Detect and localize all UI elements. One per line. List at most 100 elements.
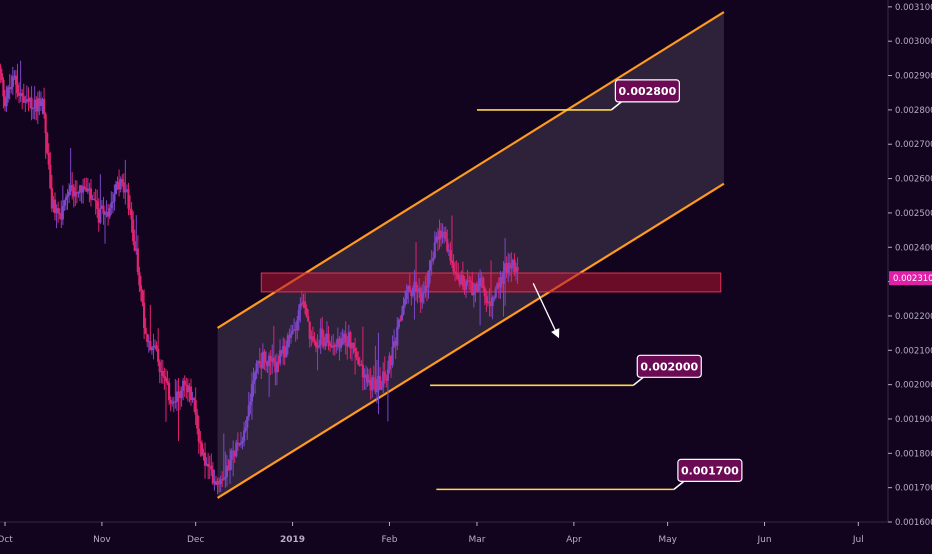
candle-body (130, 209, 133, 220)
candle-body (294, 329, 297, 331)
candle-146 (225, 454, 229, 487)
x-tick-label-3: 2019 (280, 535, 305, 545)
candle-body (258, 360, 261, 364)
candle-body (296, 320, 299, 331)
candle-body (338, 338, 341, 348)
candle-body (100, 205, 103, 209)
candle-323 (502, 261, 505, 317)
candle-body (453, 271, 457, 274)
candle-body (138, 272, 141, 286)
candle-body (289, 334, 293, 338)
candle-body (352, 342, 355, 349)
candle-130 (200, 440, 204, 457)
candle-body (497, 283, 500, 288)
candle-52 (78, 184, 82, 202)
candle-184 (285, 340, 288, 358)
candle-166 (257, 360, 260, 375)
candle-314 (488, 288, 491, 317)
candle-body (341, 338, 344, 345)
candle-body (464, 280, 468, 290)
candle-body (305, 308, 308, 317)
candle-211 (327, 326, 330, 351)
candle-129 (199, 431, 202, 457)
candle-body (291, 330, 294, 335)
target-label-box-0[interactable] (614, 79, 680, 103)
candle-body (178, 395, 182, 398)
candle-290 (450, 215, 454, 268)
candle-body (63, 200, 66, 206)
candle-268 (416, 284, 419, 304)
candle-body (396, 327, 399, 346)
candle-body (311, 336, 314, 341)
candle-body (128, 208, 132, 210)
candle-body (416, 291, 419, 293)
candle-body (513, 259, 516, 273)
candle-140 (216, 477, 219, 495)
candle-body (510, 265, 513, 269)
candle-body (319, 328, 322, 345)
candle-14 (19, 60, 22, 103)
candle-311 (483, 285, 486, 306)
candle-99 (152, 333, 155, 360)
channel-lower-line[interactable] (216, 182, 725, 499)
candle-218 (338, 336, 341, 361)
candle-271 (421, 284, 424, 309)
candle-body (486, 301, 490, 304)
candle-75 (114, 180, 118, 195)
candle-63 (96, 189, 99, 219)
candle-317 (493, 295, 496, 302)
candle-body (253, 372, 257, 381)
candle-body (207, 463, 210, 467)
candle-286 (444, 226, 447, 242)
candle-body (208, 465, 211, 467)
candle-250 (388, 352, 391, 374)
candle-124 (191, 391, 194, 403)
candle-109 (167, 378, 171, 406)
candle-168 (260, 352, 263, 379)
candle-2 (0, 68, 3, 83)
candle-body (452, 263, 455, 272)
candle-body (216, 481, 219, 485)
candle-327 (508, 253, 511, 277)
candle-body (377, 376, 380, 391)
candle-304 (472, 282, 475, 308)
candle-body (255, 363, 258, 373)
candle-body (430, 260, 433, 262)
candle-body (113, 194, 116, 202)
candle-135 (208, 455, 211, 479)
candle-body (153, 345, 157, 347)
candle-308 (479, 269, 482, 326)
candle-body (196, 414, 199, 429)
candle-72 (110, 191, 113, 215)
candle-body (189, 386, 193, 400)
candle-320 (497, 277, 500, 299)
candle-251 (389, 355, 393, 378)
candle-body (357, 357, 360, 365)
candle-300 (466, 270, 469, 286)
candle-235 (364, 365, 368, 390)
projection-arrow[interactable] (532, 283, 560, 339)
candle-67 (102, 196, 105, 225)
candle-body (277, 361, 280, 364)
candle-23 (33, 85, 36, 120)
candle-body (41, 99, 44, 101)
candle-body (164, 377, 168, 382)
target-label-text-2: 0.001700 (681, 464, 739, 477)
target-label-box-2[interactable] (677, 458, 743, 482)
candle-319 (496, 281, 499, 290)
candle-body (308, 321, 311, 339)
candle-body (391, 346, 394, 366)
candle-body (314, 341, 318, 347)
target-label-box-1[interactable] (636, 354, 702, 378)
candle-body (332, 345, 335, 348)
candle-body (171, 402, 174, 404)
candle-body (491, 297, 494, 306)
candle-body (211, 469, 214, 484)
candle-114 (175, 380, 179, 411)
candle-222 (344, 321, 347, 355)
candle-body (422, 291, 425, 294)
candle-196 (303, 292, 307, 315)
candle-body (366, 374, 369, 383)
candle-216 (335, 339, 338, 354)
